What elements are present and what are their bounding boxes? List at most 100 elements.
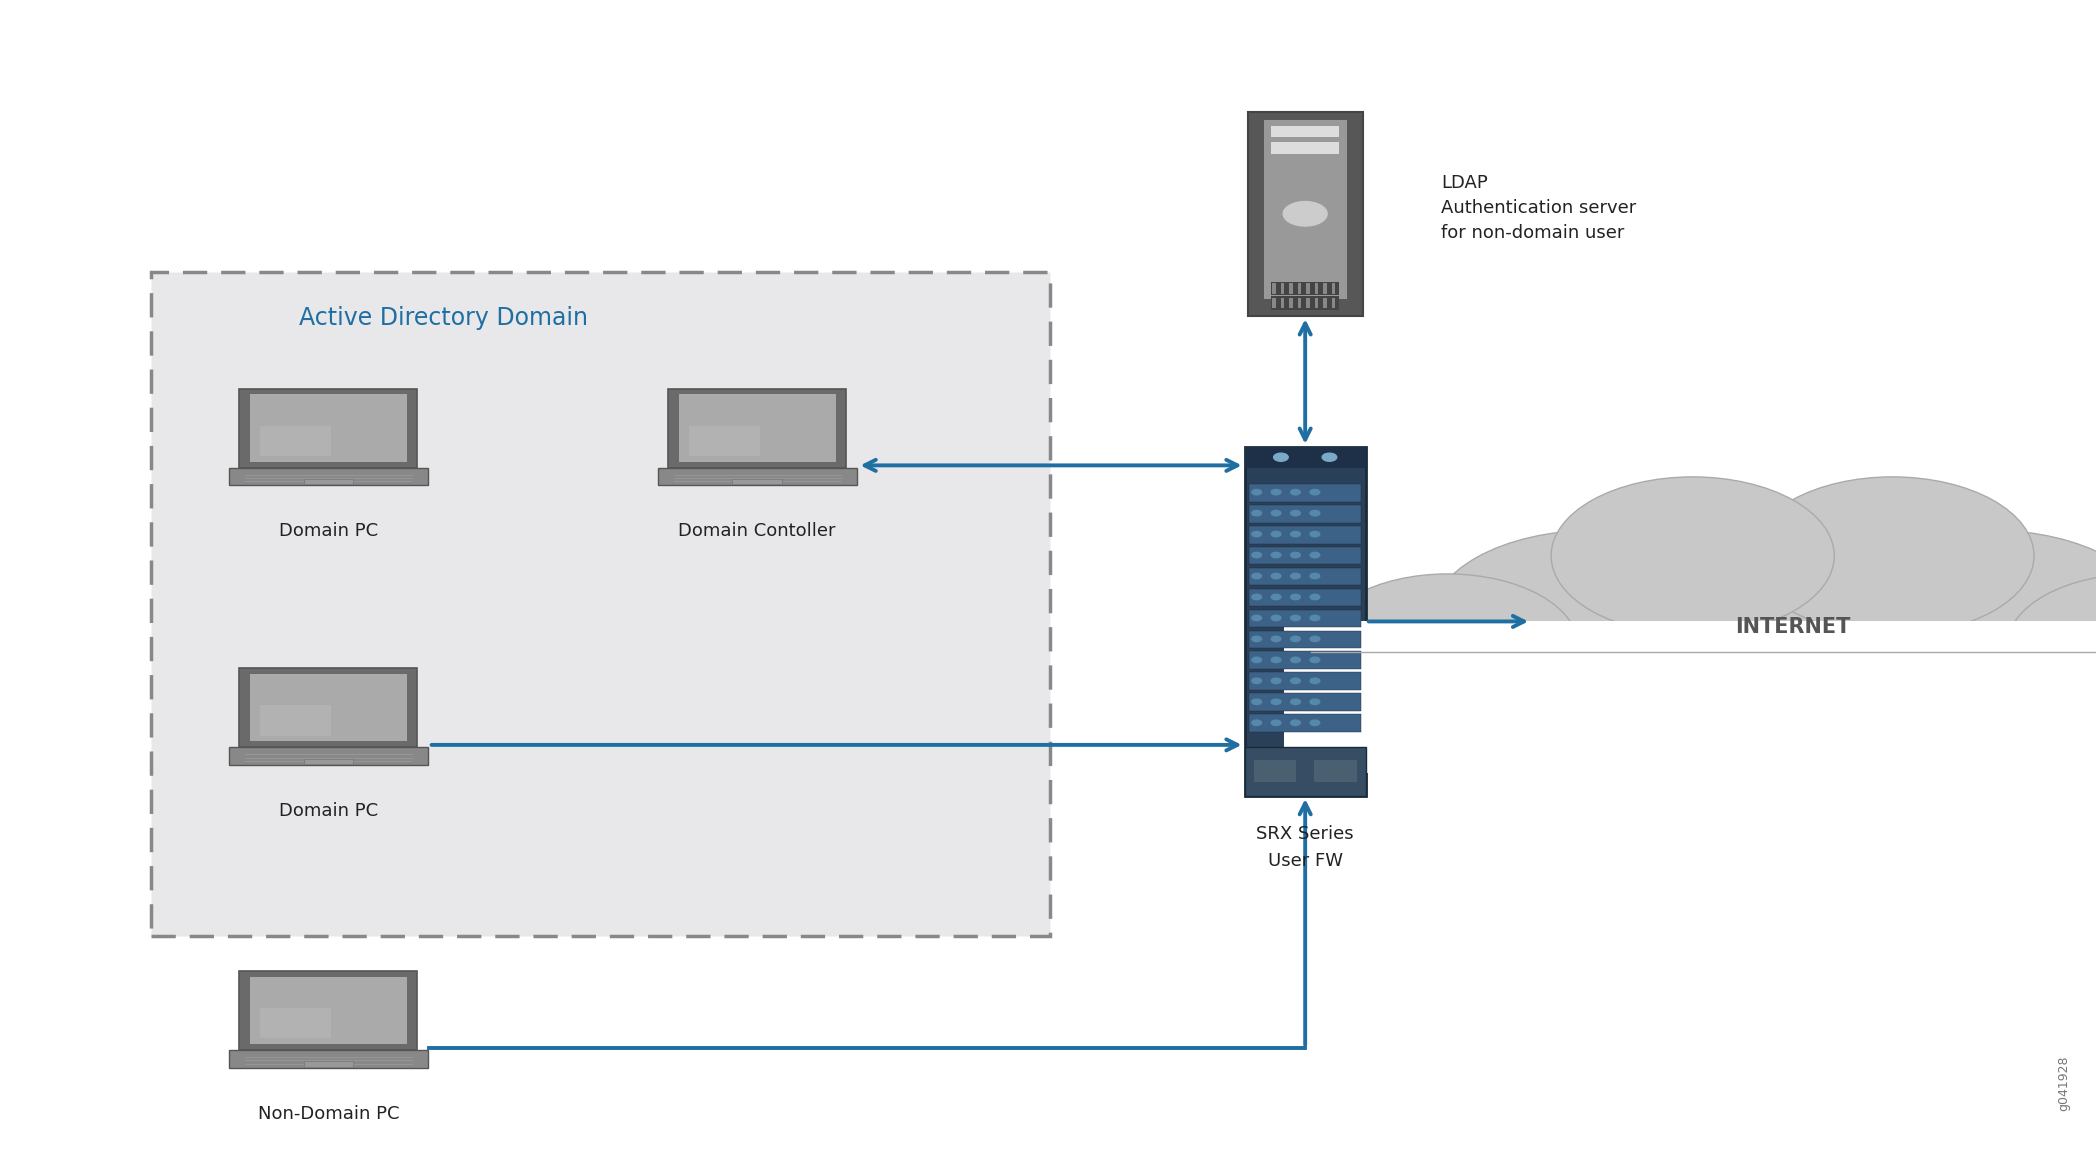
Circle shape xyxy=(1292,657,1300,663)
Circle shape xyxy=(1252,616,1262,621)
Text: Active Directory Domain: Active Directory Domain xyxy=(298,306,588,331)
Bar xyxy=(250,977,407,1044)
Bar xyxy=(1250,651,1361,670)
Circle shape xyxy=(1310,595,1319,599)
Circle shape xyxy=(1252,531,1262,537)
Circle shape xyxy=(1310,616,1319,621)
Bar xyxy=(1250,589,1361,606)
Circle shape xyxy=(1751,477,2035,635)
Bar xyxy=(1306,298,1310,308)
Bar xyxy=(1298,284,1302,294)
Bar xyxy=(1250,610,1361,628)
Bar xyxy=(1264,120,1346,299)
Bar xyxy=(1331,298,1336,308)
Circle shape xyxy=(1252,552,1262,557)
Circle shape xyxy=(1310,720,1319,725)
Bar xyxy=(689,426,760,456)
Text: Non-Domain PC: Non-Domain PC xyxy=(258,1105,399,1123)
Bar xyxy=(1289,298,1294,308)
Text: g041928: g041928 xyxy=(2058,1055,2071,1111)
Bar xyxy=(239,971,418,1050)
Bar xyxy=(304,759,353,764)
Circle shape xyxy=(1829,530,2100,712)
Bar xyxy=(1245,447,1365,468)
Circle shape xyxy=(1292,531,1300,537)
Bar xyxy=(1250,693,1361,711)
Circle shape xyxy=(1310,552,1319,557)
Circle shape xyxy=(1252,510,1262,516)
Bar xyxy=(229,747,428,765)
Bar xyxy=(1315,284,1319,294)
Bar xyxy=(1270,142,1340,154)
Bar xyxy=(1289,284,1294,294)
Bar xyxy=(1285,622,2100,773)
Bar xyxy=(1270,282,1340,296)
Bar xyxy=(1315,298,1319,308)
Bar xyxy=(1245,447,1365,796)
Bar xyxy=(1250,672,1361,690)
Circle shape xyxy=(1310,510,1319,516)
Circle shape xyxy=(1310,489,1319,495)
Circle shape xyxy=(1323,453,1338,461)
Circle shape xyxy=(1252,678,1262,684)
Bar xyxy=(1250,526,1361,543)
Circle shape xyxy=(1252,489,1262,495)
Circle shape xyxy=(1270,595,1281,599)
Circle shape xyxy=(1310,678,1319,684)
Bar xyxy=(1315,760,1357,782)
Bar xyxy=(1323,298,1327,308)
Circle shape xyxy=(1270,699,1281,705)
Bar xyxy=(304,1062,353,1066)
Bar xyxy=(733,479,781,484)
Circle shape xyxy=(1283,202,1327,226)
Bar xyxy=(1250,568,1361,585)
Circle shape xyxy=(1252,699,1262,705)
Bar xyxy=(1298,298,1302,308)
Circle shape xyxy=(1317,574,1579,719)
Text: Domain Contoller: Domain Contoller xyxy=(678,522,836,541)
Circle shape xyxy=(1270,552,1281,557)
Circle shape xyxy=(1310,699,1319,705)
Bar xyxy=(1281,298,1285,308)
Bar xyxy=(1323,284,1327,294)
Circle shape xyxy=(1270,678,1281,684)
Bar xyxy=(678,394,836,462)
Bar xyxy=(260,1008,332,1038)
Circle shape xyxy=(1602,515,1982,727)
Bar xyxy=(1250,631,1361,649)
Bar xyxy=(304,479,353,484)
Circle shape xyxy=(1270,657,1281,663)
Circle shape xyxy=(1270,574,1281,578)
Bar xyxy=(239,388,418,468)
Text: INTERNET: INTERNET xyxy=(1735,617,1850,637)
FancyBboxPatch shape xyxy=(151,272,1050,936)
Circle shape xyxy=(1270,510,1281,516)
Circle shape xyxy=(1273,453,1287,461)
Bar xyxy=(1281,284,1285,294)
Bar xyxy=(229,1050,428,1067)
Circle shape xyxy=(1292,616,1300,621)
Circle shape xyxy=(1292,720,1300,725)
Text: SRX Series
User FW: SRX Series User FW xyxy=(1256,826,1354,869)
Bar xyxy=(239,669,418,747)
Circle shape xyxy=(1292,510,1300,516)
Circle shape xyxy=(1552,477,1833,635)
Circle shape xyxy=(1292,636,1300,642)
Bar xyxy=(1331,284,1336,294)
Circle shape xyxy=(1430,530,1756,712)
Circle shape xyxy=(1292,574,1300,578)
Bar xyxy=(1250,714,1361,732)
Circle shape xyxy=(1270,531,1281,537)
Bar xyxy=(1250,483,1361,502)
Bar xyxy=(1273,298,1277,308)
Circle shape xyxy=(1292,552,1300,557)
Bar xyxy=(1250,547,1361,564)
Bar xyxy=(229,468,428,486)
Bar xyxy=(668,388,846,468)
Text: Domain PC: Domain PC xyxy=(279,522,378,541)
Circle shape xyxy=(1310,531,1319,537)
Bar xyxy=(1245,747,1365,796)
Text: Domain PC: Domain PC xyxy=(279,802,378,820)
Circle shape xyxy=(1292,699,1300,705)
Circle shape xyxy=(1252,636,1262,642)
